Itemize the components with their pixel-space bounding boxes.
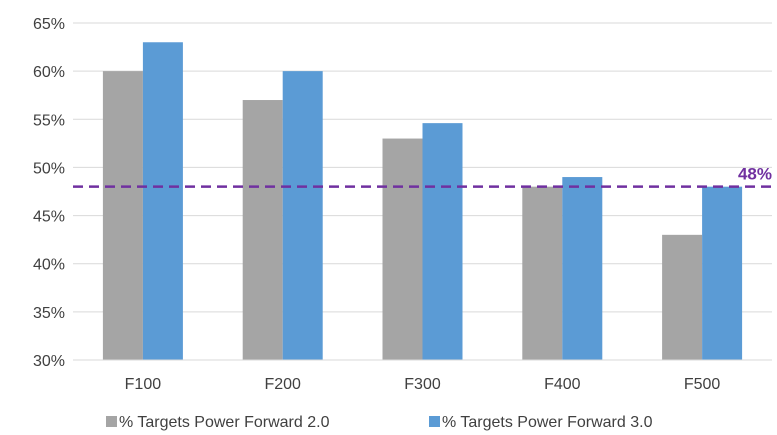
bar-f500-series-2 (702, 186, 743, 360)
y-tick-label: 45% (33, 209, 65, 226)
bar-f100-series-1 (102, 71, 143, 361)
y-tick-label: 40% (33, 257, 65, 274)
x-tick-label: F500 (684, 376, 721, 393)
x-tick-label: F400 (544, 376, 581, 393)
y-tick-label: 35% (33, 305, 65, 322)
y-tick-label: 60% (33, 64, 65, 81)
y-tick-label: 30% (33, 353, 65, 370)
legend-swatch (106, 416, 117, 427)
reference-line-label: 48% (738, 165, 772, 184)
bars (102, 42, 743, 361)
legend-label: % Targets Power Forward 2.0 (119, 414, 330, 431)
bar-f500-series-1 (662, 234, 703, 360)
y-tick-label: 55% (33, 112, 65, 129)
bar-f400-series-2 (562, 177, 603, 360)
bar-f400-series-1 (522, 186, 563, 360)
x-tick-label: F300 (404, 376, 441, 393)
reference-line-group: 48% (73, 165, 772, 188)
x-axis-tick-labels: F100 F200 F300 F400 F500 (125, 376, 721, 393)
bar-f100-series-2 (142, 42, 183, 360)
y-tick-label: 65% (33, 16, 65, 33)
bar-f200-series-1 (242, 100, 283, 361)
bar-f200-series-2 (282, 71, 323, 361)
bar-f300-series-1 (382, 138, 423, 360)
x-tick-label: F200 (264, 376, 301, 393)
y-tick-label: 50% (33, 160, 65, 177)
x-tick-label: F100 (125, 376, 162, 393)
bar-f300-series-2 (422, 123, 463, 360)
legend-label: % Targets Power Forward 3.0 (442, 414, 653, 431)
y-axis-tick-labels: 30% 35% 40% 45% 50% 55% 60% 65% (33, 16, 65, 370)
legend-swatch (429, 416, 440, 427)
legend: % Targets Power Forward 2.0 % Targets Pow… (106, 414, 653, 431)
